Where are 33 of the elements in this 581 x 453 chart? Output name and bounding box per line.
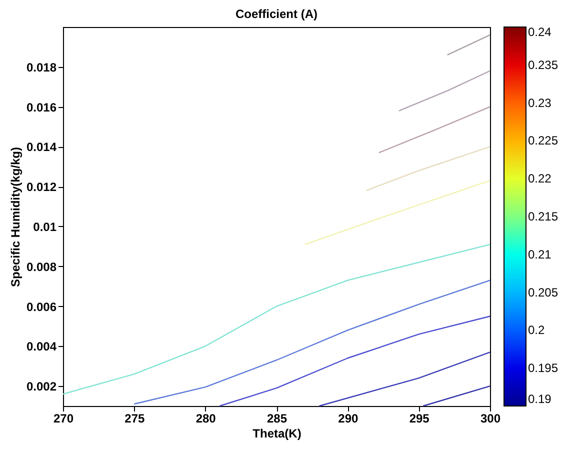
y-tick-label: 0.012 — [26, 180, 57, 194]
x-tick-label: 295 — [409, 412, 430, 426]
y-tick-label: 0.004 — [26, 340, 57, 354]
color-bar-label: 0.195 — [528, 361, 558, 376]
color-bar-label: 0.23 — [528, 96, 552, 110]
color-bar-label: 0.225 — [528, 134, 558, 148]
line-series — [134, 280, 491, 405]
y-axis-title: Specific Humidity(kg/kg) — [8, 146, 22, 288]
y-tick-label: 0.002 — [26, 380, 57, 394]
line-series — [218, 316, 491, 407]
y-tick-label: 0.018 — [26, 60, 57, 74]
x-axis-title: Theta(K) — [252, 426, 302, 440]
y-tick-label: 0.01 — [33, 220, 57, 234]
y-tick-label: 0.006 — [26, 300, 57, 314]
x-tick-label: 285 — [266, 412, 288, 426]
color-bar-label: 0.215 — [528, 210, 558, 224]
y-tick-label: 0.008 — [26, 260, 57, 274]
color-bar-label: 0.22 — [528, 172, 552, 186]
y-tick-label: 0.016 — [26, 100, 57, 114]
x-tick-label: 300 — [480, 412, 501, 426]
color-bar-label: 0.19 — [528, 392, 552, 406]
color-bar-label: 0.2 — [528, 323, 546, 338]
line-series — [62, 244, 491, 395]
color-bar-label: 0.235 — [528, 58, 558, 72]
color-bar-label: 0.205 — [528, 285, 558, 300]
chart-title: Coefficient (A) — [236, 7, 318, 21]
x-tick-label: 290 — [338, 412, 358, 426]
color-bar-label: 0.24 — [528, 25, 552, 39]
x-tick-label: 275 — [124, 412, 145, 426]
x-tick-label: 280 — [196, 412, 216, 426]
y-tick-label: 0.014 — [26, 140, 57, 154]
x-tick-label: 270 — [53, 412, 74, 426]
color-bar-label: 0.21 — [528, 247, 552, 262]
